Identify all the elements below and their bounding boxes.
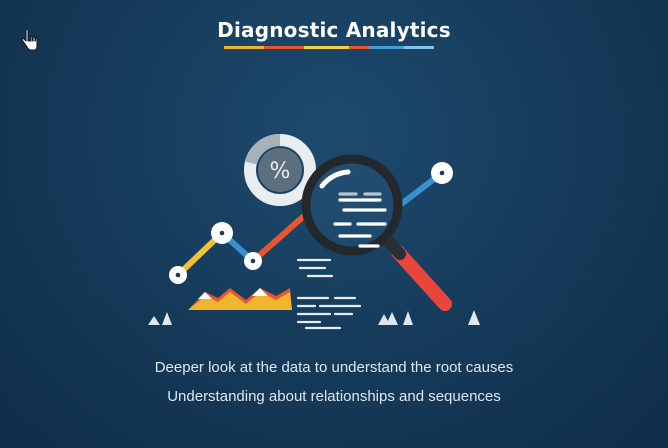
percent-symbol: % — [270, 159, 291, 184]
report-text-lines — [296, 258, 362, 330]
trend-line-chart — [169, 162, 453, 284]
analytics-illustration: % — [148, 134, 480, 330]
title-underline — [224, 46, 434, 49]
ground-triangles — [148, 310, 480, 325]
magnifier-icon — [301, 154, 452, 311]
mountain-area-chart — [188, 288, 292, 310]
subtitle-line-2: Understanding about relationships and se… — [167, 388, 501, 405]
chart-point — [244, 252, 262, 270]
hand-pointer-icon — [21, 28, 38, 51]
percent-donut-icon: % — [244, 134, 316, 206]
chart-point — [431, 162, 453, 184]
slide-title: Diagnostic Analytics — [217, 18, 451, 42]
subtitle-line-1: Deeper look at the data to understand th… — [154, 359, 514, 376]
chart-point — [169, 266, 187, 284]
chart-point — [211, 222, 233, 244]
